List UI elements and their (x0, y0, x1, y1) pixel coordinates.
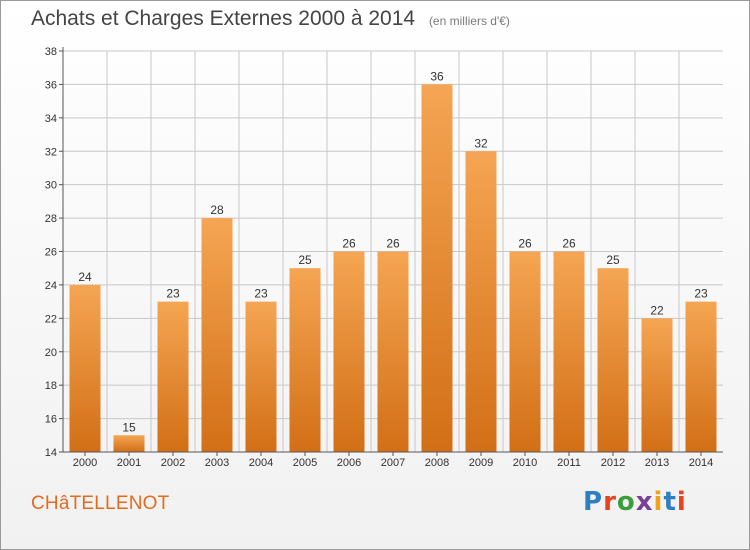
bar (69, 284, 101, 452)
x-tick-label: 2011 (557, 457, 581, 469)
bar (113, 435, 145, 452)
bar-value-label: 26 (386, 237, 400, 251)
bar-value-label: 26 (562, 237, 576, 251)
y-tick-label: 16 (45, 414, 57, 426)
x-tick-label: 2012 (601, 457, 625, 469)
y-tick-label: 28 (45, 213, 57, 225)
y-tick-label: 14 (45, 447, 57, 459)
bar-value-label: 32 (474, 136, 488, 150)
y-tick-label: 36 (45, 79, 57, 91)
bars: 24 15 23 28 23 25 26 26 36 32 26 26 25 22 23 (69, 69, 717, 453)
bar-value-label: 15 (122, 420, 136, 434)
bar (157, 301, 189, 452)
logo-letter: o (616, 487, 636, 517)
bar (201, 218, 233, 452)
bar-value-label: 28 (210, 203, 224, 217)
logo-letter: t (663, 487, 677, 517)
bar-value-label: 23 (166, 287, 180, 301)
x-tick-label: 2003 (205, 457, 229, 469)
x-tick-label: 2005 (293, 457, 317, 469)
x-tick-label: 2014 (689, 457, 713, 469)
bar-value-label: 23 (254, 287, 268, 301)
x-tick-label: 2006 (337, 457, 361, 469)
logo-letter: P (583, 487, 604, 517)
y-tick-label: 20 (45, 347, 57, 359)
bar (465, 151, 497, 452)
x-tick-label: 2001 (117, 457, 141, 469)
bar-value-label: 22 (650, 303, 664, 317)
bar (597, 268, 629, 452)
bar (333, 251, 365, 452)
bar (641, 318, 673, 452)
y-tick-label: 32 (45, 146, 57, 158)
x-tick-label: 2007 (381, 457, 405, 469)
bar-value-label: 25 (298, 253, 312, 267)
logo-letter: x (635, 487, 654, 517)
bar (421, 84, 453, 453)
logo-letter: i (676, 487, 687, 517)
y-tick-label: 24 (45, 280, 57, 292)
chart-unit: (en milliers d'€) (428, 14, 510, 28)
bar-value-label: 36 (430, 69, 444, 83)
axes: 14 16 18 20 22 24 26 28 30 32 34 36 38 2000 2001 2002 20… (45, 46, 723, 469)
chart-title-text: Achats et Charges Externes 2000 à 2014 (31, 7, 416, 30)
y-tick-label: 18 (45, 380, 57, 392)
bar-value-label: 23 (694, 287, 708, 301)
x-tick-label: 2000 (73, 457, 97, 469)
y-tick-label: 38 (45, 46, 57, 58)
y-tick-label: 26 (45, 247, 57, 259)
x-tick-label: 2002 (161, 457, 185, 469)
y-tick-label: 34 (45, 113, 57, 125)
x-tick-label: 2009 (469, 457, 493, 469)
x-tick-label: 2004 (249, 457, 273, 469)
bar-value-label: 24 (78, 270, 92, 284)
logo-letter: i (653, 487, 664, 517)
y-tick-label: 22 (45, 313, 57, 325)
bar-value-label: 26 (342, 237, 356, 251)
x-tick-label: 2010 (513, 457, 537, 469)
bar (289, 268, 321, 452)
bar (685, 301, 717, 452)
bar-value-label: 26 (518, 237, 532, 251)
logo-letter: r (603, 487, 617, 517)
bar (509, 251, 541, 452)
place-name: CHâTELLENOT (31, 493, 170, 514)
bar-value-label: 25 (606, 253, 620, 267)
bar (553, 251, 585, 452)
bar (377, 251, 409, 452)
chart-title: Achats et Charges Externes 2000 à 2014 (… (31, 7, 510, 31)
x-tick-label: 2008 (425, 457, 449, 469)
x-tick-label: 2013 (645, 457, 669, 469)
y-tick-label: 30 (45, 180, 57, 192)
proxiti-logo: Proxiti (583, 487, 687, 517)
bar (245, 301, 277, 452)
